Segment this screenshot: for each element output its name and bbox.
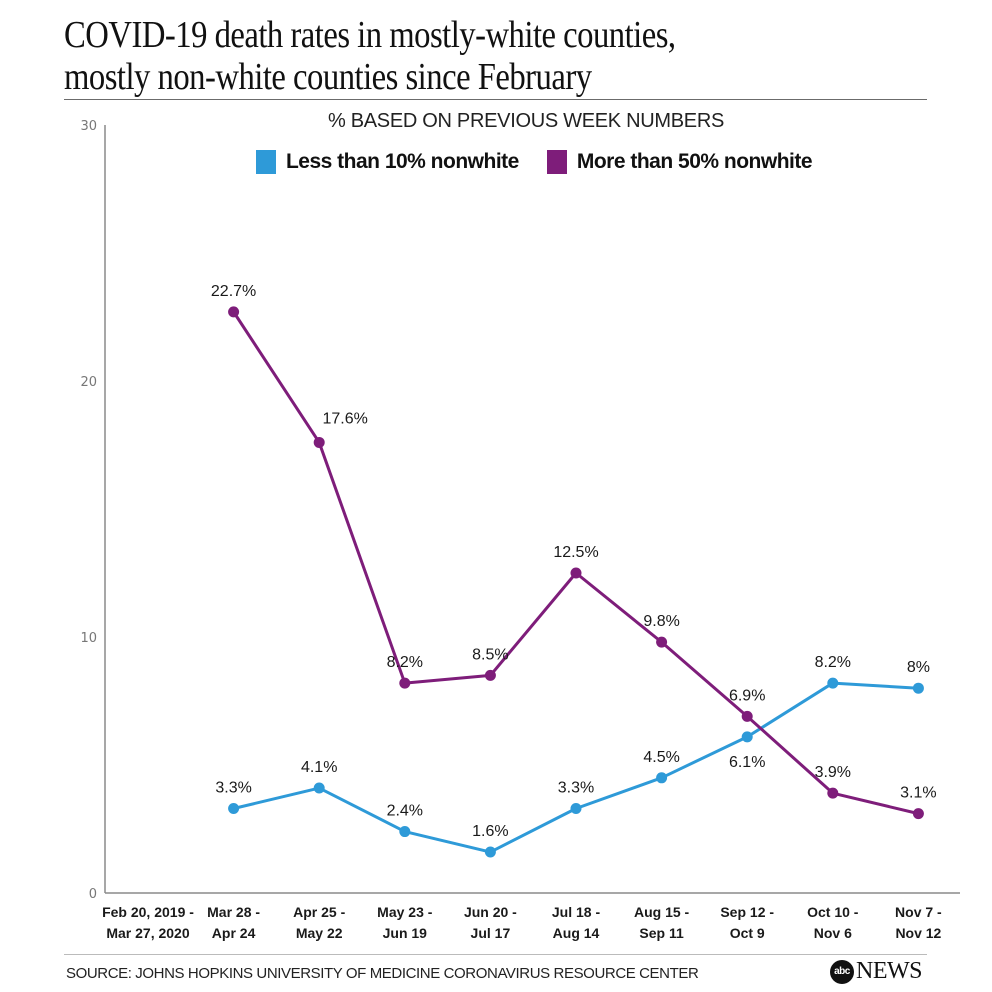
data-point: [313, 782, 325, 794]
x-tick-label: Mar 27, 2020: [106, 925, 189, 941]
series-line-more-than-50: [232, 311, 919, 816]
data-point: [827, 787, 839, 799]
x-tick-label: Aug 15 -: [634, 904, 690, 920]
x-tick-label: Nov 6: [814, 925, 852, 941]
data-point: [570, 567, 582, 579]
data-point: [484, 669, 496, 681]
data-label: 3.3%: [215, 780, 251, 797]
data-label: 4.1%: [301, 759, 337, 776]
x-tick-label: Mar 28 -: [207, 904, 260, 920]
data-label: 22.7%: [211, 283, 256, 300]
data-point: [741, 710, 753, 722]
data-label: 1.6%: [472, 823, 508, 840]
data-point: [912, 682, 924, 694]
data-label: 3.9%: [815, 764, 851, 781]
data-label: 8.5%: [472, 646, 508, 663]
abc-logo-icon: abc: [830, 959, 854, 984]
data-label: 2.4%: [387, 803, 423, 820]
x-tick-label: Jul 18 -: [552, 904, 601, 920]
x-tick-label: Oct 10 -: [807, 904, 859, 920]
chart-title-line-1: COVID-19 death rates in mostly-white cou…: [64, 14, 676, 56]
y-tick-label: 20: [80, 375, 97, 390]
x-tick-label: Sep 12 -: [720, 904, 774, 920]
data-label: 6.9%: [729, 687, 765, 704]
chart-title: COVID-19 death rates in mostly-white cou…: [64, 14, 821, 98]
chart-title-line-2: mostly non-white counties since February: [64, 56, 592, 98]
y-tick-label: 10: [80, 631, 97, 646]
data-point: [912, 808, 924, 820]
legend-label-more-than-50: More than 50% nonwhite: [576, 150, 813, 173]
data-point: [656, 636, 668, 648]
x-tick-label: Nov 12: [895, 925, 941, 941]
y-tick-label: 30: [80, 119, 97, 134]
x-tick-label: Apr 25 -: [293, 904, 345, 920]
data-label: 8%: [907, 659, 930, 676]
legend-swatch-purple: [546, 150, 567, 174]
data-point: [228, 803, 240, 815]
data-label: 3.3%: [558, 780, 594, 797]
x-tick-label: Nov 7 -: [895, 904, 942, 920]
footer-divider: [64, 954, 927, 955]
x-tick-label: Jul 17: [471, 925, 511, 941]
data-label: 17.6%: [323, 410, 368, 427]
legend-item-more-than-50: More than 50% nonwhite: [546, 150, 813, 174]
data-label: 4.5%: [643, 749, 679, 766]
data-label: 9.8%: [643, 613, 679, 630]
x-tick-label: Jun 20 -: [464, 904, 517, 920]
x-tick-label: Jun 19: [383, 925, 428, 941]
data-label: 12.5%: [553, 544, 598, 561]
x-tick-label: Aug 14: [553, 925, 600, 941]
x-tick-label: May 23 -: [377, 904, 433, 920]
legend-swatch-blue: [255, 150, 276, 174]
x-tick-label: May 22: [296, 925, 343, 941]
chart-legend: Less than 10% nonwhite More than 50% non…: [0, 150, 992, 174]
data-label: 6.1%: [729, 754, 765, 771]
data-point: [313, 436, 325, 448]
data-point: [656, 772, 668, 784]
data-label: 3.1%: [900, 785, 936, 802]
data-point: [399, 826, 411, 838]
data-point: [827, 677, 839, 689]
data-label: 8.2%: [815, 654, 851, 671]
legend-item-less-than-10: Less than 10% nonwhite: [255, 150, 519, 174]
data-point: [570, 803, 582, 815]
data-point: [228, 306, 240, 318]
data-label: 8.2%: [387, 654, 423, 671]
abc-news-logo: abc NEWS: [830, 958, 923, 985]
news-wordmark: NEWS: [856, 958, 923, 984]
y-tick-label: 0: [89, 887, 97, 902]
title-divider: [64, 99, 927, 100]
x-tick-label: Sep 11: [639, 925, 684, 941]
chart-subtitle: % BASED ON PREVIOUS WEEK NUMBERS: [327, 110, 725, 132]
x-tick-label: Oct 9: [730, 925, 765, 941]
x-tick-label: Feb 20, 2019 -: [102, 904, 194, 920]
legend-label-less-than-10: Less than 10% nonwhite: [285, 150, 519, 173]
data-point: [484, 846, 496, 858]
data-point: [741, 731, 753, 743]
x-tick-label: Apr 24: [212, 925, 256, 941]
data-point: [399, 677, 411, 689]
source-note: SOURCE: JOHNS HOPKINS UNIVERSITY OF MEDI…: [66, 965, 699, 982]
